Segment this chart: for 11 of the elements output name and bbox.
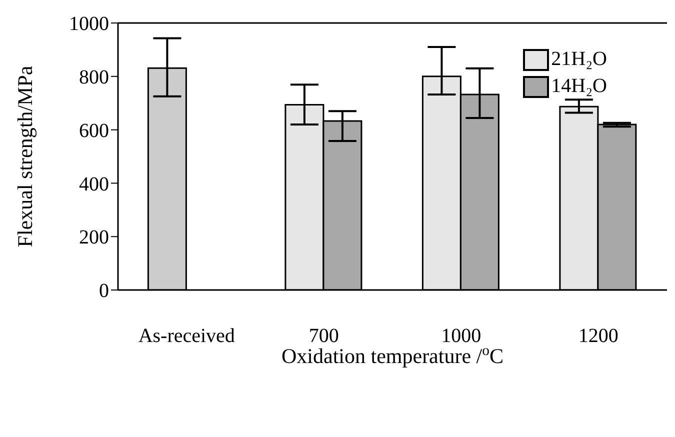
y-tick-label: 1000 [69,13,109,36]
legend-label: 14H₂O [551,75,607,98]
x-tick-label: As-received [138,325,235,348]
x-tick-label: 1200 [578,325,618,348]
y-tick-label: 400 [79,173,109,196]
y-tick-label: 600 [79,120,109,142]
y-axis-title: Flexual strength/MPa [13,65,37,248]
legend-label: 21H₂O [551,48,607,71]
y-tick-label: 200 [79,226,109,249]
y-tick-label: 0 [99,280,109,302]
y-tick-label: 800 [79,66,109,88]
